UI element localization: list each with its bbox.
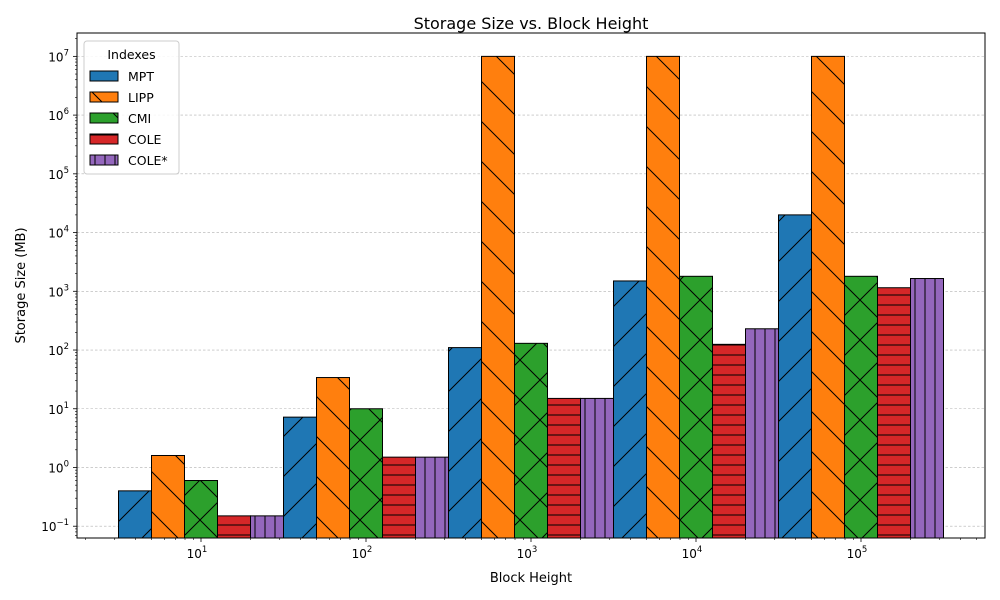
y-tick-label: 105 [48, 166, 69, 182]
legend: Indexes MPT LIPP CMI COLE COLE* [83, 40, 180, 175]
bar-mpt-10000-hatch [613, 280, 647, 538]
legend-cole--swatch-hatch [90, 155, 118, 165]
legend-title: Indexes [107, 47, 155, 62]
bar-cole--10-hatch [250, 515, 284, 538]
bar-cmi-10000-hatch [679, 276, 713, 538]
chart-title: Storage Size vs. Block Height [414, 14, 649, 33]
x-tick-label: 103 [517, 545, 538, 561]
bar-cole-100000-hatch [877, 287, 911, 538]
legend-lipp-swatch-hatch [90, 92, 118, 102]
bar-cole--1000-hatch [580, 398, 614, 538]
legend-cmi-swatch-hatch [90, 113, 118, 123]
y-tick-label: 107 [48, 48, 69, 64]
bar-cole-100-hatch [382, 457, 416, 538]
legend-mpt-label: MPT [128, 69, 154, 84]
legend-cole-swatch-hatch [90, 134, 118, 144]
y-axis-ticks: 10−1 100 101 102 103 104 105 106 107 [41, 38, 77, 536]
legend-cole--swatch-outline [89, 154, 119, 166]
bar-cmi-10-hatch [184, 480, 218, 538]
legend-lipp-label: LIPP [128, 90, 154, 105]
legend-cmi-label: CMI [128, 111, 151, 126]
legend-mpt-swatch-outline [89, 70, 119, 82]
y-tick-label: 104 [48, 225, 69, 241]
y-tick-label: 10−1 [41, 518, 69, 534]
bars [118, 55, 944, 538]
bar-cmi-100000-hatch [844, 276, 878, 538]
bar-lipp-1000-outline [481, 55, 515, 538]
bar-cmi-1000-hatch [514, 343, 548, 538]
bar-cole--100-hatch [415, 457, 449, 538]
x-tick-label: 101 [187, 545, 208, 561]
x-tick-label: 105 [847, 545, 868, 561]
y-tick-label: 101 [48, 401, 69, 417]
bar-lipp-10-hatch [151, 455, 185, 538]
bar-cole-10-hatch [217, 515, 251, 538]
y-axis-label: Storage Size (MB) [14, 227, 29, 343]
bar-cmi-10-outline [184, 480, 218, 538]
bar-lipp-100-hatch [316, 377, 350, 538]
legend-lipp-swatch-outline [89, 91, 119, 103]
bar-cole-1000-hatch [547, 398, 581, 538]
bar-lipp-10000-hatch [646, 56, 680, 538]
legend-cole-label: COLE [128, 132, 162, 147]
y-tick-label: 102 [48, 342, 69, 358]
x-axis-ticks: 101 102 103 104 105 [85, 538, 977, 561]
bar-lipp-100000-hatch [811, 56, 845, 538]
bar-mpt-100000-hatch [778, 214, 812, 538]
bar-cole--10000-hatch [745, 328, 779, 538]
legend-mpt-swatch-hatch [90, 71, 118, 81]
bar-mpt-10-hatch [118, 490, 152, 538]
bar-cmi-100-hatch [349, 408, 383, 538]
bar-cole-10000-hatch [712, 344, 746, 538]
legend-cmi-swatch-outline [89, 112, 119, 124]
y-tick-label: 103 [48, 283, 69, 299]
bar-cole--100000-hatch [910, 278, 944, 538]
bar-cole--100000-outline [910, 278, 944, 538]
legend-cole-swatch-outline [89, 133, 119, 145]
bar-lipp-1000-hatch [481, 56, 515, 538]
x-axis-label: Block Height [490, 571, 572, 586]
x-tick-label: 102 [352, 545, 373, 561]
bar-mpt-1000-hatch [448, 347, 482, 538]
y-tick-label: 100 [48, 459, 69, 475]
bar-mpt-100-hatch [283, 417, 317, 538]
x-tick-label: 104 [682, 545, 703, 561]
legend-cole--label: COLE* [128, 153, 168, 168]
y-tick-label: 106 [48, 107, 69, 123]
